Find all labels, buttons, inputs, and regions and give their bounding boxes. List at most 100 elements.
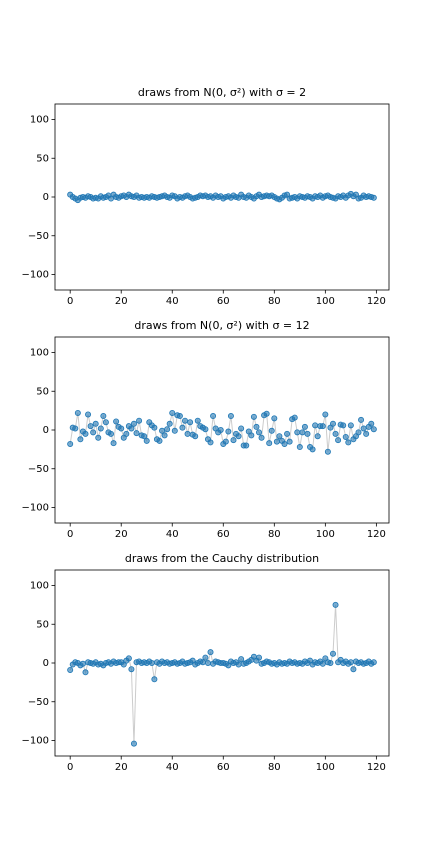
x-tick-label: 40 bbox=[166, 762, 179, 773]
point bbox=[284, 430, 291, 437]
point bbox=[166, 420, 173, 427]
point bbox=[248, 432, 255, 439]
point bbox=[108, 430, 115, 437]
point bbox=[332, 430, 339, 437]
point bbox=[368, 420, 375, 427]
point bbox=[235, 433, 242, 440]
y-tick-label: 0 bbox=[43, 425, 49, 436]
x-tick-label: 40 bbox=[166, 529, 179, 540]
y-tick-label: 100 bbox=[30, 581, 49, 592]
point bbox=[113, 418, 120, 425]
point bbox=[243, 442, 250, 449]
point bbox=[238, 656, 245, 663]
x-tick-label: 0 bbox=[67, 529, 73, 540]
point bbox=[207, 439, 214, 446]
point bbox=[342, 433, 349, 440]
point bbox=[102, 419, 109, 426]
point bbox=[222, 438, 229, 445]
point bbox=[67, 440, 74, 447]
point bbox=[253, 423, 260, 430]
point bbox=[345, 439, 352, 446]
point bbox=[148, 660, 155, 667]
point bbox=[130, 420, 137, 427]
x-tick-label: 120 bbox=[367, 529, 386, 540]
point bbox=[136, 417, 143, 424]
point bbox=[125, 655, 132, 662]
point bbox=[90, 429, 97, 436]
point bbox=[319, 423, 326, 430]
point bbox=[92, 420, 99, 427]
y-tick-label: −100 bbox=[22, 736, 49, 747]
x-tick-label: 20 bbox=[115, 529, 128, 540]
point bbox=[327, 660, 334, 667]
point bbox=[281, 440, 288, 447]
point bbox=[87, 423, 94, 430]
y-tick-label: −100 bbox=[22, 270, 49, 281]
point bbox=[225, 428, 232, 435]
point bbox=[329, 420, 336, 427]
y-tick-label: 0 bbox=[43, 658, 49, 669]
point bbox=[286, 438, 293, 445]
point bbox=[268, 427, 275, 434]
x-tick-label: 60 bbox=[217, 296, 230, 307]
point bbox=[210, 413, 217, 420]
point bbox=[335, 437, 342, 444]
point bbox=[143, 437, 150, 444]
point bbox=[294, 429, 301, 436]
point bbox=[322, 411, 329, 418]
point bbox=[217, 426, 224, 433]
subplot: draws from the Cauchy distribution 0 20 40 6… bbox=[22, 552, 390, 773]
point bbox=[258, 434, 265, 441]
point bbox=[296, 444, 303, 451]
subplot: draws from N(0, σ²) with σ = 2 0 20 40 60 80 1… bbox=[22, 86, 390, 307]
point bbox=[207, 649, 214, 656]
point bbox=[164, 426, 171, 433]
x-tick-label: 120 bbox=[367, 296, 386, 307]
chart-title: draws from N(0, σ²) with σ = 12 bbox=[134, 319, 309, 332]
point bbox=[255, 429, 262, 436]
y-tick-label: 100 bbox=[30, 115, 49, 126]
point bbox=[363, 430, 370, 437]
point bbox=[358, 416, 365, 423]
y-tick-label: 50 bbox=[36, 386, 49, 397]
point bbox=[187, 419, 194, 426]
point bbox=[74, 409, 81, 416]
point bbox=[271, 415, 278, 422]
point bbox=[304, 430, 311, 437]
point bbox=[77, 436, 84, 443]
point bbox=[161, 432, 168, 439]
point bbox=[370, 426, 377, 433]
point bbox=[202, 426, 209, 433]
point bbox=[130, 740, 137, 747]
point bbox=[319, 660, 326, 667]
x-tick-label: 20 bbox=[115, 296, 128, 307]
y-tick-label: 50 bbox=[36, 153, 49, 164]
point bbox=[169, 409, 176, 416]
point bbox=[97, 425, 104, 432]
point bbox=[291, 414, 298, 421]
series-line bbox=[69, 604, 375, 744]
point bbox=[202, 654, 209, 661]
point bbox=[255, 654, 262, 661]
point bbox=[194, 417, 201, 424]
y-tick-label: 100 bbox=[30, 348, 49, 359]
point bbox=[263, 410, 270, 417]
x-tick-label: 20 bbox=[115, 762, 128, 773]
point bbox=[276, 433, 283, 440]
point bbox=[347, 422, 354, 429]
point bbox=[118, 425, 125, 432]
point bbox=[329, 650, 336, 657]
point bbox=[266, 440, 273, 447]
point bbox=[110, 440, 117, 447]
point bbox=[370, 194, 377, 201]
point bbox=[324, 448, 331, 455]
chart-title: draws from the Cauchy distribution bbox=[125, 552, 319, 565]
point bbox=[340, 422, 347, 429]
point bbox=[347, 659, 354, 666]
point bbox=[301, 423, 308, 430]
point bbox=[184, 430, 191, 437]
point bbox=[128, 666, 135, 673]
point bbox=[151, 424, 158, 431]
point bbox=[350, 666, 357, 673]
